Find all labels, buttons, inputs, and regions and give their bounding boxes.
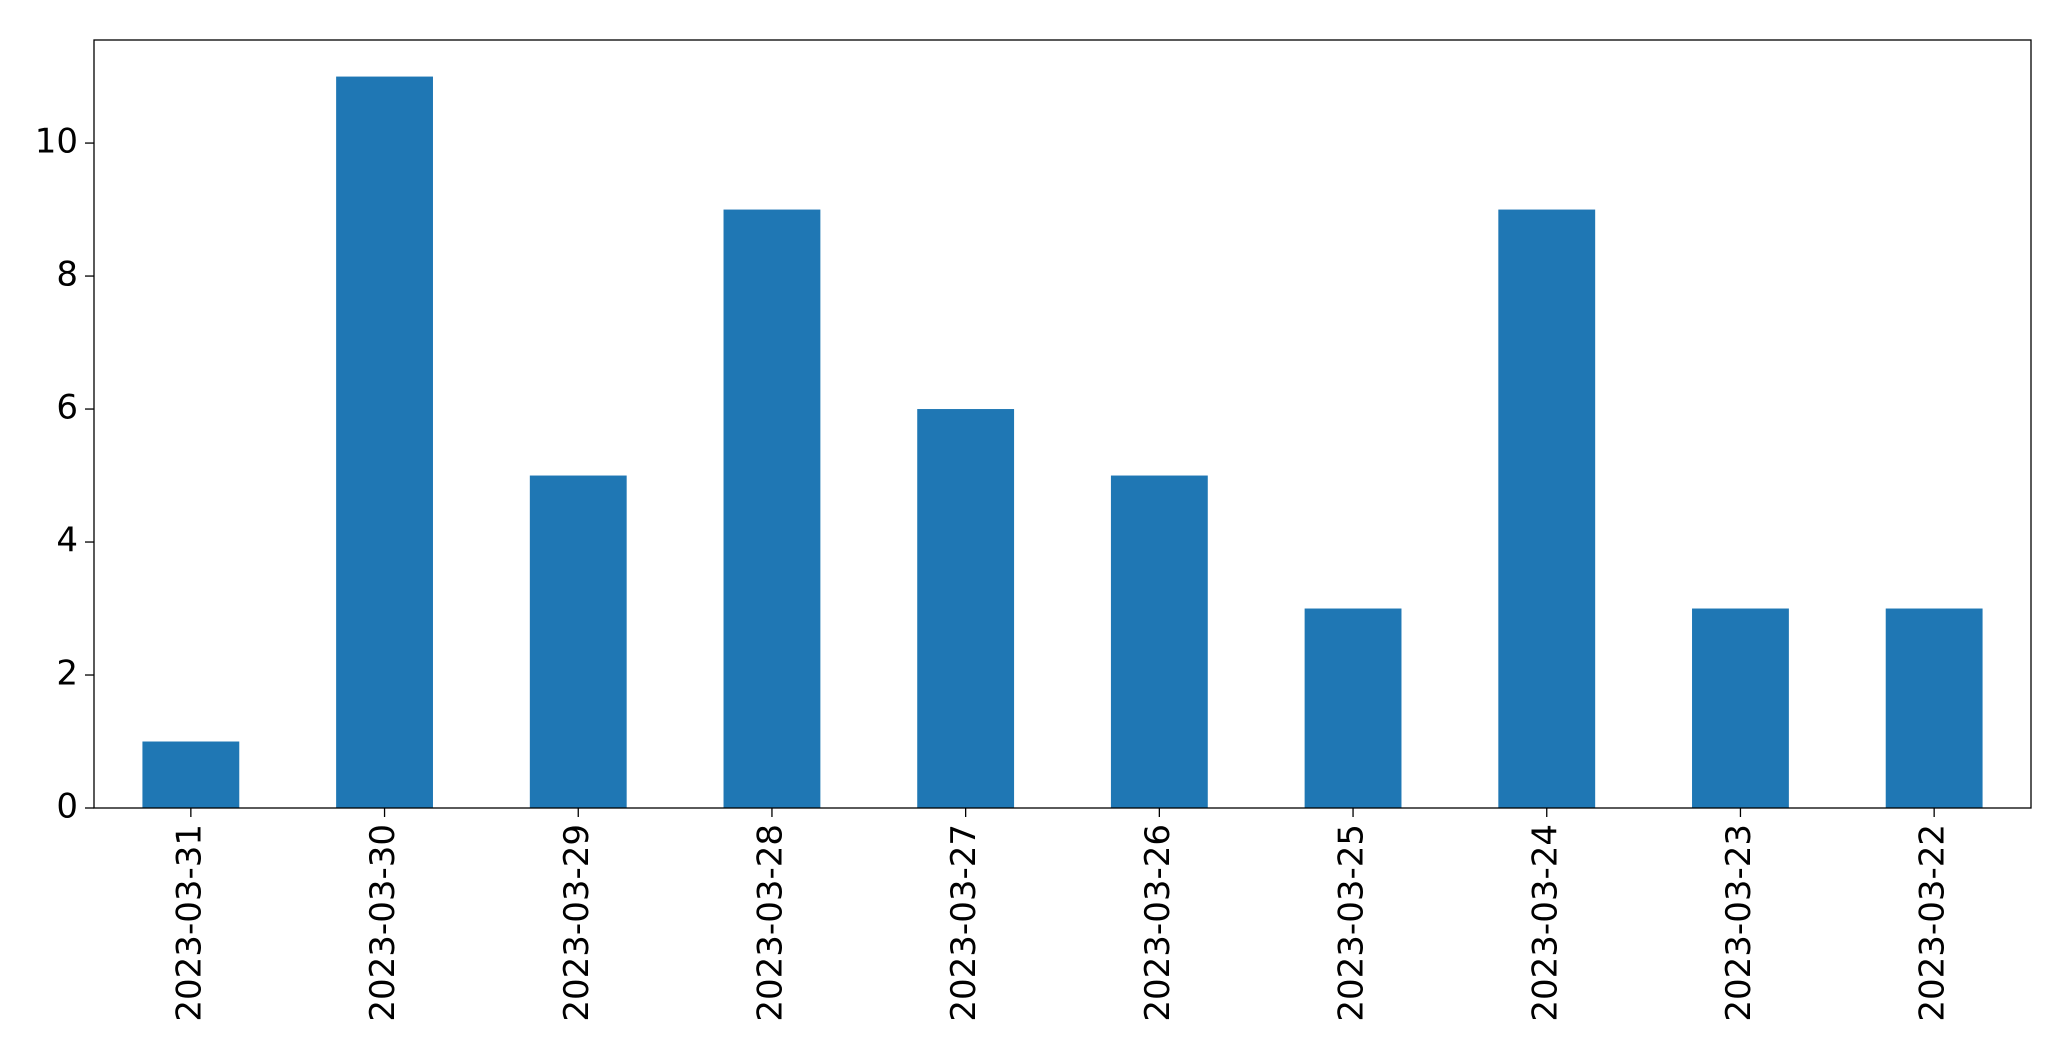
y-tick-label: 8 — [56, 255, 78, 295]
y-tick-label: 0 — [56, 787, 78, 827]
bar — [1304, 608, 1402, 808]
plot-area: 0 2 4 6 8 10 2023-03-31 2023-03-30 2023-03-29 202… — [35, 76, 1983, 1022]
x-tick-label: 2023-03-26 — [1138, 824, 1178, 1022]
x-tick-label: 2023-03-31 — [169, 824, 209, 1022]
y-tick-label: 2 — [56, 654, 78, 694]
x-tick-label: 2023-03-24 — [1525, 824, 1565, 1022]
bar — [723, 209, 821, 808]
x-tick-label: 2023-03-28 — [750, 824, 790, 1022]
y-tick-label: 6 — [56, 388, 78, 428]
axes-frame — [93, 39, 2032, 809]
bar — [917, 409, 1015, 808]
y-tick-label: 10 — [35, 122, 78, 162]
bar — [1498, 209, 1596, 808]
bar — [1885, 608, 1983, 808]
x-tick-label: 2023-03-22 — [1913, 824, 1953, 1022]
bar — [1110, 475, 1208, 808]
bar — [1692, 608, 1789, 808]
bar — [529, 475, 627, 808]
x-tick-label: 2023-03-23 — [1719, 824, 1759, 1022]
x-tick-label: 2023-03-25 — [1332, 824, 1372, 1022]
y-tick-label: 4 — [56, 521, 78, 561]
bar — [142, 741, 240, 808]
x-tick-label: 2023-03-30 — [363, 824, 403, 1022]
x-tick-label: 2023-03-29 — [557, 824, 597, 1022]
x-tick-label: 2023-03-27 — [944, 824, 984, 1022]
bar — [336, 76, 433, 809]
